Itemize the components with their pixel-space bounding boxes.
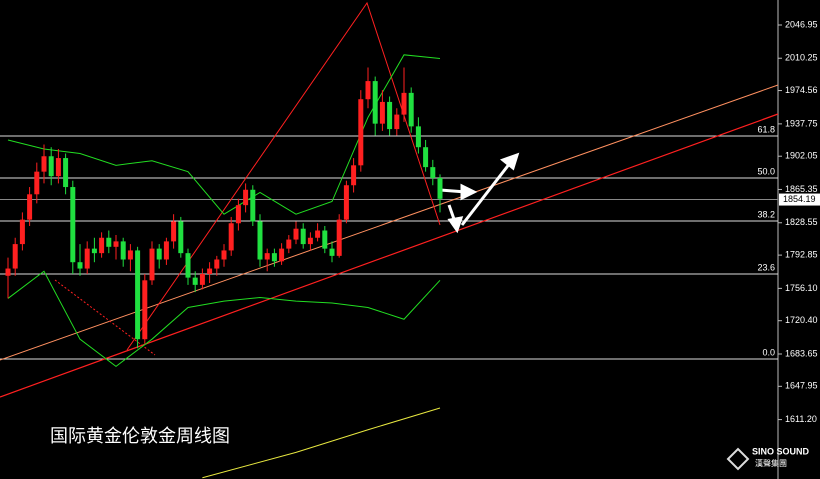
overlay-line	[202, 407, 441, 479]
candle-body	[401, 92, 407, 115]
candle-body	[387, 101, 393, 130]
y-tick-label: 1865.35	[785, 184, 818, 194]
candle-body	[48, 156, 54, 177]
candle-body	[178, 221, 184, 254]
y-tick-label: 1828.55	[785, 217, 818, 227]
trendline	[0, 84, 779, 361]
candle-body	[120, 241, 126, 260]
candle-body	[185, 253, 191, 278]
candle-body	[343, 185, 349, 220]
candle-body	[34, 171, 40, 195]
candle-body	[243, 189, 249, 206]
candle-body	[70, 187, 76, 263]
candle-body	[264, 253, 270, 260]
candle-body	[430, 167, 436, 178]
candle-body	[250, 189, 256, 222]
candle-body	[5, 268, 11, 276]
candle-body	[221, 250, 227, 260]
candle-body	[358, 99, 364, 166]
y-tick-label: 1792.85	[785, 249, 818, 259]
y-tick-label: 1974.56	[785, 85, 818, 95]
candle-body	[19, 219, 25, 245]
y-tick-label: 2046.95	[785, 19, 818, 29]
fib-label: 0.0	[762, 347, 775, 357]
overlay-line	[7, 270, 441, 367]
fib-label: 50.0	[757, 166, 775, 176]
y-tick-label: 1937.75	[785, 118, 818, 128]
candle-body	[372, 81, 378, 124]
y-tick-label: 1720.40	[785, 315, 818, 325]
candle-body	[171, 221, 177, 242]
candle-body	[365, 81, 371, 100]
y-tick-label: 1647.95	[785, 381, 818, 391]
candle-body	[257, 221, 263, 260]
zigzag	[126, 1, 441, 351]
candle-body	[214, 259, 220, 269]
candle-body	[228, 223, 234, 251]
last-price-label: 1854.19	[783, 194, 816, 204]
candle-body	[135, 250, 141, 340]
candle-body	[55, 158, 61, 177]
candle-body	[307, 237, 313, 245]
candle-body	[408, 92, 414, 127]
candle-body	[199, 273, 205, 285]
y-tick-label: 1902.05	[785, 151, 818, 161]
candle-body	[12, 244, 18, 269]
candle-body	[293, 228, 299, 240]
candle-body	[63, 158, 69, 188]
y-tick-label: 1683.65	[785, 348, 818, 358]
candle-body	[91, 248, 97, 254]
candle-body	[394, 114, 400, 130]
logo-name: SINO SOUND	[752, 446, 810, 456]
trendline	[0, 113, 779, 398]
fib-label: 38.2	[757, 209, 775, 219]
candle-body	[207, 268, 213, 274]
candle-body	[286, 239, 292, 249]
candle-body	[351, 165, 357, 186]
candle-body	[315, 230, 321, 238]
candle-body	[163, 241, 169, 260]
fib-label: 61.8	[757, 124, 775, 134]
candle-body	[106, 237, 112, 247]
y-tick-label: 1756.10	[785, 283, 818, 293]
candle-body	[271, 253, 277, 262]
candle-body	[99, 237, 105, 254]
candle-body	[77, 262, 83, 269]
candle-body	[149, 248, 155, 281]
candle-body	[27, 194, 33, 220]
last-price-box	[779, 193, 820, 206]
candle-body	[235, 205, 241, 224]
zigzag-dashed	[54, 279, 156, 356]
candle-body	[127, 250, 133, 260]
candle-body	[142, 280, 148, 340]
logo-sub: 漢聲集團	[755, 458, 787, 468]
arrows	[439, 152, 520, 234]
candle-body	[84, 248, 90, 269]
candle-body	[41, 156, 47, 172]
candle-body	[329, 248, 335, 256]
overlay-line	[7, 54, 441, 215]
y-tick-label: 1611.20	[785, 414, 817, 424]
chart-title: 国际黄金伦敦金周线图	[50, 426, 230, 446]
candle-body	[300, 228, 306, 245]
logo: SINO SOUND 漢聲集團	[726, 446, 810, 471]
fib-label: 23.6	[757, 262, 775, 272]
candle-body	[437, 177, 443, 199]
candle-body	[423, 147, 429, 168]
candle-body	[113, 241, 119, 247]
candle-body	[322, 230, 328, 249]
candle-body	[336, 219, 342, 256]
candle-body	[379, 101, 385, 124]
candle-body	[156, 248, 162, 260]
candle-body	[415, 126, 421, 148]
candle-body	[279, 248, 285, 262]
y-tick-label: 2010.25	[785, 53, 818, 63]
candle-body	[192, 277, 198, 285]
